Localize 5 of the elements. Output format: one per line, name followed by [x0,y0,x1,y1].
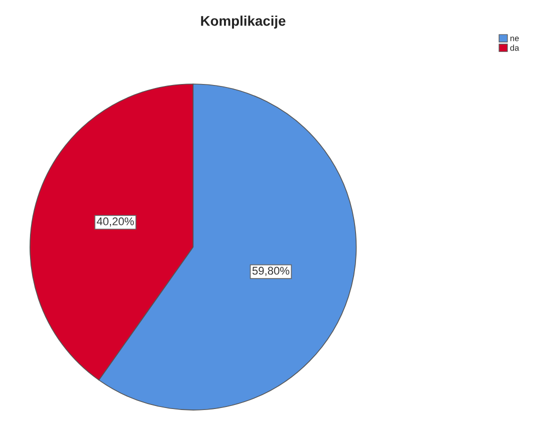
legend-label: da [510,44,520,51]
data-label: 59,80% [252,266,290,276]
data-label: 40,20% [96,217,134,227]
legend-label: ne [510,36,519,42]
chart-title: Komplikacije [201,16,286,29]
